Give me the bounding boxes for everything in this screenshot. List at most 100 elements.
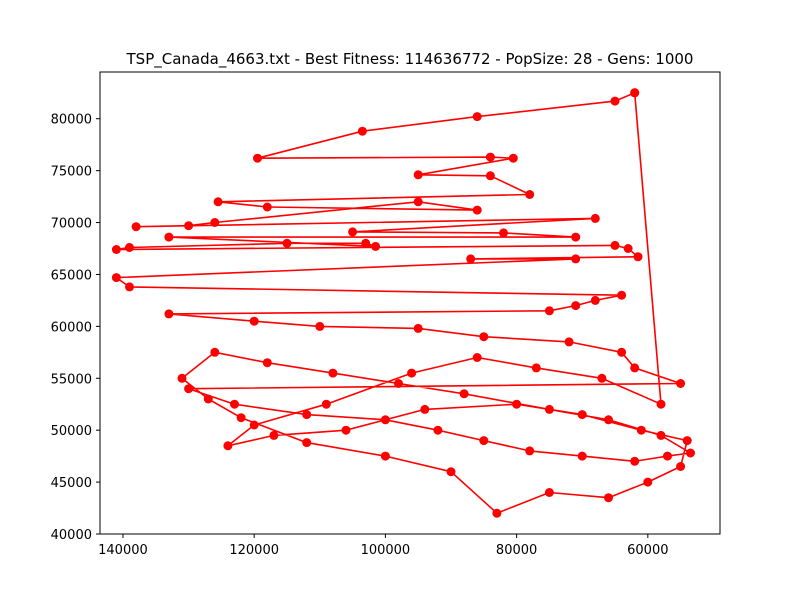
y-tick-label: 60000 xyxy=(51,320,92,335)
series-0-point xyxy=(210,218,220,227)
series-0-point xyxy=(472,112,482,122)
series-0-point xyxy=(361,238,371,248)
series-0-point xyxy=(604,493,613,503)
series-0-point xyxy=(472,205,482,215)
series-0-point xyxy=(479,332,489,342)
series-0-point xyxy=(564,337,574,347)
x-tick-label: 80000 xyxy=(496,543,537,558)
series-0-point xyxy=(656,399,666,409)
series-0-point xyxy=(630,363,640,373)
series-0-point xyxy=(686,448,695,458)
series-0-point xyxy=(676,462,686,471)
series-0-point xyxy=(643,477,653,487)
series-0-point xyxy=(544,306,554,316)
series-0-point xyxy=(571,254,581,264)
series-0-point xyxy=(348,227,358,237)
series-0-point xyxy=(203,394,213,404)
series-0-point xyxy=(610,240,620,250)
series-0-point xyxy=(466,254,476,264)
series-0-point xyxy=(302,438,312,448)
y-tick-label: 70000 xyxy=(51,217,92,232)
series-0-point xyxy=(433,425,443,435)
series-0-point xyxy=(544,488,554,497)
series-0-point xyxy=(577,410,587,420)
y-tick-label: 50000 xyxy=(51,424,92,439)
series-0-point xyxy=(499,228,508,238)
series-0-point xyxy=(111,245,121,254)
x-tick-label: 140000 xyxy=(98,543,148,558)
series-0-point xyxy=(262,358,272,368)
series-0-point xyxy=(571,232,581,242)
series-0-point xyxy=(249,420,259,430)
series-0-point xyxy=(380,451,390,461)
x-axis: 140000 120000 100000 80000 60000 xyxy=(98,534,669,558)
series-0-point xyxy=(492,508,502,518)
series-0-point xyxy=(131,222,141,232)
y-tick-label: 65000 xyxy=(51,268,92,283)
series-0-point xyxy=(164,309,174,319)
series-0-point xyxy=(656,430,666,440)
series-0-point xyxy=(111,273,121,283)
series-0-point xyxy=(571,301,581,311)
series-0-point xyxy=(230,399,239,409)
plot-frame xyxy=(99,71,721,535)
series-0-point xyxy=(321,399,331,409)
series-0-point xyxy=(253,153,262,163)
series-0-point xyxy=(636,425,646,435)
series-0-point xyxy=(485,171,495,181)
series-0-point xyxy=(590,213,600,223)
series-0-point xyxy=(633,252,643,262)
series-0-point xyxy=(223,441,233,451)
series-0-point xyxy=(249,316,259,326)
series-0-point xyxy=(413,323,423,333)
series-0-point xyxy=(125,243,134,252)
series-0-point xyxy=(617,290,627,300)
series-0-point xyxy=(236,413,246,423)
series-0-point xyxy=(525,446,535,456)
y-tick-label: 55000 xyxy=(51,372,92,387)
x-tick-label: 100000 xyxy=(361,543,411,558)
series-0-point xyxy=(508,153,518,163)
y-tick-label: 75000 xyxy=(51,165,92,180)
series-0-point xyxy=(394,379,403,388)
series-0-point xyxy=(623,244,633,253)
y-tick-label: 40000 xyxy=(51,528,92,543)
chart-title: TSP_Canada_4663.txt - Best Fitness: 1146… xyxy=(126,50,694,69)
y-tick-label: 45000 xyxy=(51,476,92,491)
series-0-point xyxy=(512,399,522,409)
series-0-point xyxy=(531,363,541,373)
series-layer xyxy=(111,88,695,518)
series-0-point xyxy=(459,389,469,399)
y-axis: 40000 45000 50000 55000 60000 65000 70000 75000… xyxy=(51,113,100,543)
series-0-point xyxy=(630,88,640,98)
series-0-point xyxy=(262,202,272,212)
series-0-point xyxy=(210,347,220,357)
series-0-point xyxy=(125,282,134,292)
series-0-point xyxy=(371,241,381,251)
series-0-point xyxy=(525,190,535,199)
series-0-point xyxy=(184,221,194,231)
series-0-point xyxy=(479,436,489,446)
series-0-point xyxy=(269,430,279,440)
series-0-point xyxy=(446,467,456,477)
series-0-point xyxy=(597,373,607,383)
series-0-point xyxy=(472,353,482,362)
series-0-point xyxy=(302,410,312,420)
x-tick-label: 60000 xyxy=(627,543,668,558)
series-0-point xyxy=(164,232,174,242)
series-0-point xyxy=(341,425,351,435)
series-0-point xyxy=(676,379,686,388)
series-0-point xyxy=(184,384,194,394)
series-0-point xyxy=(357,126,367,136)
series-0-point xyxy=(413,170,423,180)
series-0-point xyxy=(177,373,187,383)
x-tick-label: 120000 xyxy=(229,543,279,558)
series-0-point xyxy=(682,436,692,446)
y-tick-label: 80000 xyxy=(51,113,92,128)
series-0-point xyxy=(413,197,423,207)
series-0-point xyxy=(282,238,292,248)
series-0-point xyxy=(420,404,430,414)
